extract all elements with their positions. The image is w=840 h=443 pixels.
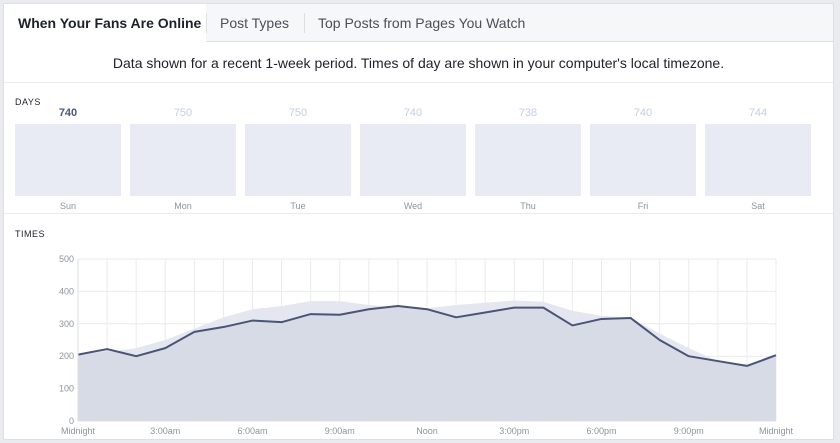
day-count: 740 [58, 107, 78, 119]
x-tick-label: Noon [416, 426, 438, 436]
tab-bar: When Your Fans Are Online Post Types Top… [4, 4, 833, 43]
day-label: Sat [751, 201, 765, 211]
tab-post-types[interactable]: Post Types [220, 15, 290, 31]
day-wed[interactable]: 740 Wed [360, 84, 466, 214]
day-count: 738 [518, 107, 538, 119]
day-bar [15, 124, 121, 196]
day-count: 750 [288, 107, 308, 119]
tab-divider [304, 13, 305, 33]
day-count: 740 [403, 107, 423, 119]
day-label: Mon [174, 201, 192, 211]
tab-top-posts[interactable]: Top Posts from Pages You Watch [318, 15, 526, 31]
day-bar [705, 124, 811, 196]
day-label: Thu [520, 201, 536, 211]
tab-when-fans-online[interactable]: When Your Fans Are Online [4, 4, 206, 43]
day-bar [590, 124, 696, 196]
day-sat[interactable]: 744 Sat [705, 84, 811, 214]
x-tick-label: 6:00am [237, 426, 267, 436]
days-section: DAYS 740 Sun 750 Mon 750 Tue 740 Wed 738… [4, 84, 833, 214]
tab-divider [206, 13, 207, 33]
day-sun[interactable]: 740 Sun [15, 84, 121, 214]
day-bar [360, 124, 466, 196]
x-tick-label: 9:00pm [674, 426, 704, 436]
days-section-label: DAYS [15, 97, 41, 107]
day-label: Fri [637, 201, 649, 211]
data-period-notice: Data shown for a recent 1-week period. T… [4, 43, 833, 83]
day-fri[interactable]: 740 Fri [590, 84, 696, 214]
series-line-selected-day [77, 304, 777, 367]
day-label: Sun [59, 201, 76, 211]
y-tick-label: 200 [59, 351, 74, 361]
y-tick-label: 400 [59, 286, 74, 296]
times-chart: 0 100 200 300 400 500 Midnight 3:00am 6:00am 9:00… [59, 254, 794, 436]
day-thu[interactable]: 738 Thu [475, 84, 581, 214]
day-bar [245, 124, 351, 196]
day-count: 750 [173, 107, 193, 119]
x-tick-label: 6:00pm [586, 426, 616, 436]
series-area-selected-day [78, 305, 776, 421]
day-mon[interactable]: 750 Mon [130, 84, 236, 214]
x-tick-label: Midnight [61, 426, 96, 436]
page-insights-panel: When Your Fans Are Online Post Types Top… [3, 3, 834, 440]
day-tue[interactable]: 750 Tue [245, 84, 351, 214]
day-count: 740 [633, 107, 653, 119]
y-tick-label: 300 [59, 319, 74, 329]
day-label: Wed [403, 201, 423, 211]
day-bar [475, 124, 581, 196]
x-tick-label: 9:00am [325, 426, 355, 436]
day-bar [130, 124, 236, 196]
x-tick-label: Midnight [759, 426, 794, 436]
y-tick-label: 0 [69, 416, 74, 426]
day-count: 744 [748, 107, 768, 119]
y-tick-label: 100 [59, 384, 74, 394]
times-section: TIMES 0 100 200 300 400 500 Midnight 3:00am 6:00… [4, 215, 833, 441]
x-tick-label: 3:00am [150, 426, 180, 436]
times-section-label: TIMES [15, 229, 46, 239]
x-tick-label: 3:00pm [499, 426, 529, 436]
y-tick-label: 500 [59, 254, 74, 264]
day-label: Tue [290, 201, 306, 211]
